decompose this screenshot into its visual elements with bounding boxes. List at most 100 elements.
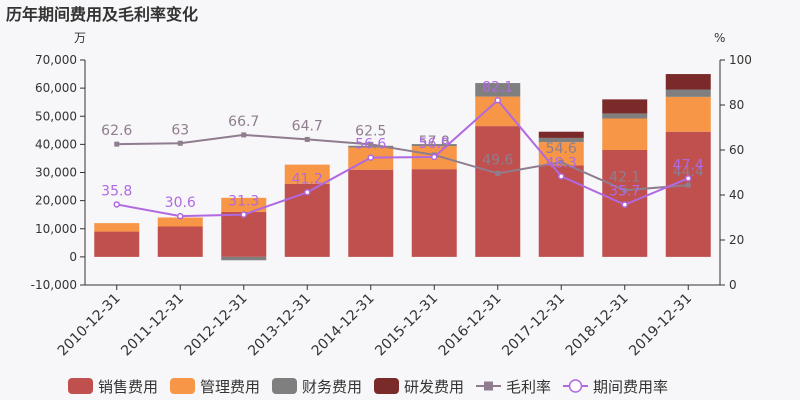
legend-label-管理费用: 管理费用: [200, 378, 260, 396]
chart-title: 历年期间费用及毛利率变化: [6, 5, 198, 24]
marker-期间费用率: [177, 212, 184, 220]
legend: 销售费用 管理费用 财务费用 研发费用 毛利率 期间费用率: [68, 378, 668, 396]
legend-label-销售费用: 销售费用: [98, 378, 158, 396]
data-labels: 62.6 63 66.7 64.7 62.5 57.8 49.6 54.6 42.1 44.4 35…: [101, 79, 704, 211]
marker-毛利率: [622, 187, 628, 193]
bar-管理费用: [602, 118, 648, 150]
x-tick-label: 2013-12-31: [245, 291, 314, 360]
x-tick-label: 2012-12-31: [182, 291, 251, 360]
y2-tick-label: 60: [729, 143, 744, 157]
x-tick-label: 2011-12-31: [118, 291, 187, 360]
bar-销售费用: [284, 183, 330, 257]
bar-销售费用: [157, 226, 203, 257]
data-label-毛利率: 57.8: [419, 134, 450, 150]
x-tick-label: 2018-12-31: [563, 291, 632, 360]
data-label-毛利率: 42.1: [609, 169, 640, 185]
y2-tick-label: 80: [729, 98, 744, 112]
marker-期间费用率: [494, 97, 501, 104]
data-label-毛利率: 62.6: [101, 123, 132, 139]
line-期间费用率: [116, 98, 689, 218]
marker-期间费用率: [113, 201, 120, 208]
legend-swatch-财务费用: [272, 378, 297, 394]
data-label-期间费用率: 31.3: [228, 194, 259, 210]
y-tick-label: 50,000: [35, 109, 77, 123]
bar-销售费用: [475, 126, 521, 257]
legend-label-毛利率: 毛利率: [506, 378, 551, 396]
marker-期间费用率: [621, 201, 628, 208]
bar-销售费用: [538, 165, 584, 257]
y-tick-label: 70,000: [35, 53, 77, 67]
bar-销售费用: [221, 211, 267, 257]
legend-label-研发费用: 研发费用: [404, 378, 464, 396]
y-tick-label: 60,000: [35, 81, 77, 95]
y-tick-label: 40,000: [35, 137, 77, 151]
bar-销售费用: [411, 169, 457, 257]
data-label-毛利率: 54.6: [546, 141, 577, 157]
marker-毛利率: [241, 132, 247, 138]
legend-swatch-销售费用: [68, 378, 93, 394]
marker-期间费用率: [304, 189, 311, 196]
y2-tick-label: 40: [729, 188, 744, 202]
bar-财务费用: [665, 89, 711, 97]
bar-管理费用: [538, 142, 584, 166]
line-毛利率: [116, 133, 689, 192]
legend-label-财务费用: 财务费用: [302, 378, 362, 396]
bars: [94, 74, 711, 261]
data-label-期间费用率: 41.2: [292, 171, 323, 187]
x-tick-label: 2010-12-31: [55, 291, 124, 360]
y-tick-label: 10,000: [35, 222, 77, 236]
data-label-期间费用率: 56.6: [355, 137, 386, 153]
marker-期间费用率: [240, 211, 247, 218]
y2-tick-label: 20: [729, 233, 744, 247]
x-tick-label: 2016-12-31: [436, 291, 505, 360]
data-label-期间费用率: 56.9: [419, 136, 450, 152]
marker-毛利率: [368, 141, 374, 147]
bar-管理费用: [157, 217, 203, 227]
x-tick-label: 2019-12-31: [626, 291, 695, 360]
data-label-毛利率: 49.6: [482, 152, 513, 168]
legend-swatch-研发费用: [374, 378, 399, 394]
data-label-期间费用率: 47.4: [673, 157, 704, 173]
legend-marker-毛利率: [484, 381, 493, 391]
marker-毛利率: [304, 136, 310, 142]
bar-财务费用: [475, 83, 521, 97]
marker-毛利率: [685, 182, 691, 188]
y-tick-label: 20,000: [35, 194, 77, 208]
data-label-期间费用率: 82.1: [482, 79, 513, 95]
data-label-毛利率: 64.7: [292, 118, 323, 134]
y2-tick-label: 100: [729, 53, 752, 67]
bar-财务费用: [602, 113, 648, 119]
x-tick-label: 2015-12-31: [372, 291, 441, 360]
bar-管理费用: [284, 164, 330, 184]
legend-marker-期间费用率: [568, 379, 583, 393]
marker-毛利率: [177, 140, 183, 146]
bar-管理费用: [94, 223, 140, 232]
data-label-期间费用率: 48.3: [546, 155, 577, 171]
marker-期间费用率: [685, 175, 692, 182]
data-label-毛利率: 62.5: [355, 123, 386, 139]
data-label-毛利率: 44.4: [673, 164, 704, 180]
marker-期间费用率: [367, 154, 374, 161]
left-axis-unit: 万: [74, 31, 86, 45]
data-label-期间费用率: 35.7: [609, 184, 640, 200]
bar-研发费用: [665, 74, 711, 90]
marker-毛利率: [558, 159, 564, 165]
bar-财务费用: [221, 256, 267, 261]
data-label-期间费用率: 35.8: [101, 183, 132, 199]
y-tick-label: 30,000: [35, 166, 77, 180]
legend-label-期间费用率: 期间费用率: [593, 378, 668, 396]
y-tick-label: -10,000: [31, 278, 77, 292]
bar-管理费用: [221, 197, 267, 212]
marker-毛利率: [114, 141, 120, 147]
data-label-期间费用率: 30.6: [165, 195, 196, 211]
marker-期间费用率: [558, 173, 565, 180]
bar-销售费用: [94, 231, 140, 257]
y-tick-label: 0: [69, 250, 77, 264]
data-label-毛利率: 63: [171, 122, 189, 138]
y2-tick-label: 0: [729, 278, 737, 292]
x-tick-label: 2017-12-31: [499, 291, 568, 360]
bar-财务费用: [538, 137, 584, 143]
bar-研发费用: [602, 99, 648, 114]
data-label-毛利率: 66.7: [228, 114, 259, 130]
